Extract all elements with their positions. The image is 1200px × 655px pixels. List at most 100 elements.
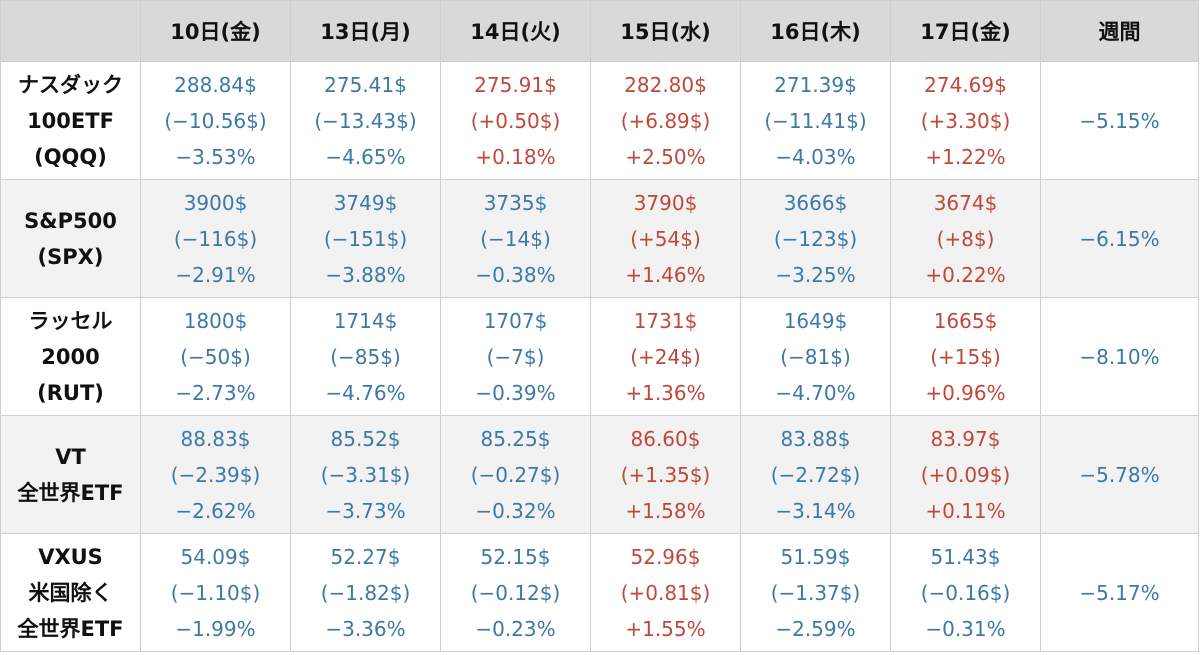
cell-price: 1707$ [483, 308, 548, 333]
cell-price: 3790$ [633, 190, 698, 215]
header-row: 10日(金) 13日(月) 14日(火) 15日(水) 16日(木) 17日(金… [0, 0, 1199, 62]
day-cell: 52.27$ (−1.82$) −3.36% [290, 533, 441, 652]
weekly-change: −8.10% [1040, 297, 1199, 416]
cell-pct: −2.62% [175, 498, 256, 523]
cell-price: 85.52$ [330, 426, 401, 451]
cell-price: 83.88$ [780, 426, 851, 451]
cell-pct: +2.50% [625, 144, 706, 169]
cell-change: (−13.43$) [314, 108, 417, 133]
weekly-change: −6.15% [1040, 179, 1199, 298]
cell-pct: −0.38% [475, 262, 556, 287]
table-row: VT 全世界ETF 88.83$ (−2.39$) −2.62% 85.52$ (−3.31… [0, 415, 1199, 534]
row-label-line: 2000 [41, 344, 100, 369]
cell-price: 3735$ [483, 190, 548, 215]
day-cell: 3900$ (−116$) −2.91% [140, 179, 291, 298]
day-cell: 83.97$ (+0.09$) +0.11% [890, 415, 1041, 534]
cell-price: 274.69$ [924, 72, 1007, 97]
day-cell: 85.25$ (−0.27$) −0.32% [440, 415, 591, 534]
day-cell: 88.83$ (−2.39$) −2.62% [140, 415, 291, 534]
table-row: ナスダック 100ETF (QQQ) 288.84$ (−10.56$) −3.53% 27… [0, 61, 1199, 180]
cell-change: (+24$) [630, 344, 701, 369]
row-label-line: (QQQ) [34, 144, 107, 169]
cell-price: 54.09$ [180, 544, 251, 569]
cell-change: (−1.10$) [170, 580, 261, 605]
day-cell: 86.60$ (+1.35$) +1.58% [590, 415, 741, 534]
cell-change: (−7$) [486, 344, 545, 369]
cell-price: 86.60$ [630, 426, 701, 451]
header-day-6: 17日(金) [890, 0, 1041, 62]
row-label: ナスダック 100ETF (QQQ) [0, 61, 141, 180]
cell-pct: −4.03% [775, 144, 856, 169]
cell-pct: +1.36% [625, 380, 706, 405]
cell-change: (−1.82$) [320, 580, 411, 605]
weekly-change: −5.17% [1040, 533, 1199, 652]
header-weekly: 週間 [1040, 0, 1199, 62]
cell-pct: −3.88% [325, 262, 406, 287]
day-cell: 3666$ (−123$) −3.25% [740, 179, 891, 298]
cell-price: 1800$ [183, 308, 248, 333]
cell-price: 51.43$ [930, 544, 1001, 569]
row-label-line: 100ETF [27, 108, 114, 133]
weekly-change: −5.78% [1040, 415, 1199, 534]
cell-pct: −4.65% [325, 144, 406, 169]
cell-change: (−0.27$) [470, 462, 561, 487]
cell-pct: −0.31% [925, 616, 1006, 641]
row-label-line: (RUT) [37, 380, 104, 405]
cell-change: (−10.56$) [164, 108, 267, 133]
cell-change: (−50$) [180, 344, 251, 369]
day-cell: 3749$ (−151$) −3.88% [290, 179, 441, 298]
cell-price: 1665$ [933, 308, 998, 333]
cell-change: (+6.89$) [620, 108, 711, 133]
cell-pct: −4.76% [325, 380, 406, 405]
cell-change: (−0.12$) [470, 580, 561, 605]
cell-price: 51.59$ [780, 544, 851, 569]
day-cell: 83.88$ (−2.72$) −3.14% [740, 415, 891, 534]
cell-price: 275.91$ [474, 72, 557, 97]
cell-pct: −3.25% [775, 262, 856, 287]
day-cell: 1731$ (+24$) +1.36% [590, 297, 741, 416]
cell-change: (+1.35$) [620, 462, 711, 487]
day-cell: 1714$ (−85$) −4.76% [290, 297, 441, 416]
day-cell: 1649$ (−81$) −4.70% [740, 297, 891, 416]
cell-pct: −2.73% [175, 380, 256, 405]
cell-price: 288.84$ [174, 72, 257, 97]
day-cell: 54.09$ (−1.10$) −1.99% [140, 533, 291, 652]
cell-change: (−14$) [480, 226, 551, 251]
cell-pct: +0.22% [925, 262, 1006, 287]
day-cell: 3674$ (+8$) +0.22% [890, 179, 1041, 298]
cell-price: 52.15$ [480, 544, 551, 569]
cell-change: (−1.37$) [770, 580, 861, 605]
cell-price: 1731$ [633, 308, 698, 333]
day-cell: 3735$ (−14$) −0.38% [440, 179, 591, 298]
row-label-line: VT [55, 444, 86, 469]
row-label-line: 米国除く [28, 580, 113, 605]
day-cell: 288.84$ (−10.56$) −3.53% [140, 61, 291, 180]
header-day-5: 16日(木) [740, 0, 891, 62]
cell-pct: −3.73% [325, 498, 406, 523]
cell-pct: +1.55% [625, 616, 706, 641]
cell-price: 1714$ [333, 308, 398, 333]
cell-price: 1649$ [783, 308, 848, 333]
day-cell: 52.96$ (+0.81$) +1.55% [590, 533, 741, 652]
cell-price: 52.96$ [630, 544, 701, 569]
row-label: VXUS 米国除く 全世界ETF [0, 533, 141, 652]
cell-price: 3900$ [183, 190, 248, 215]
cell-price: 88.83$ [180, 426, 251, 451]
day-cell: 51.43$ (−0.16$) −0.31% [890, 533, 1041, 652]
day-cell: 51.59$ (−1.37$) −2.59% [740, 533, 891, 652]
cell-pct: −2.59% [775, 616, 856, 641]
day-cell: 1800$ (−50$) −2.73% [140, 297, 291, 416]
cell-change: (−0.16$) [920, 580, 1011, 605]
cell-pct: +1.46% [625, 262, 706, 287]
cell-pct: −3.53% [175, 144, 256, 169]
cell-price: 3674$ [933, 190, 998, 215]
day-cell: 275.41$ (−13.43$) −4.65% [290, 61, 441, 180]
day-cell: 3790$ (+54$) +1.46% [590, 179, 741, 298]
cell-pct: −3.36% [325, 616, 406, 641]
cell-pct: +0.11% [925, 498, 1006, 523]
cell-change: (−123$) [773, 226, 858, 251]
cell-change: (+3.30$) [920, 108, 1011, 133]
day-cell: 275.91$ (+0.50$) +0.18% [440, 61, 591, 180]
cell-change: (−85$) [330, 344, 401, 369]
cell-price: 271.39$ [774, 72, 857, 97]
